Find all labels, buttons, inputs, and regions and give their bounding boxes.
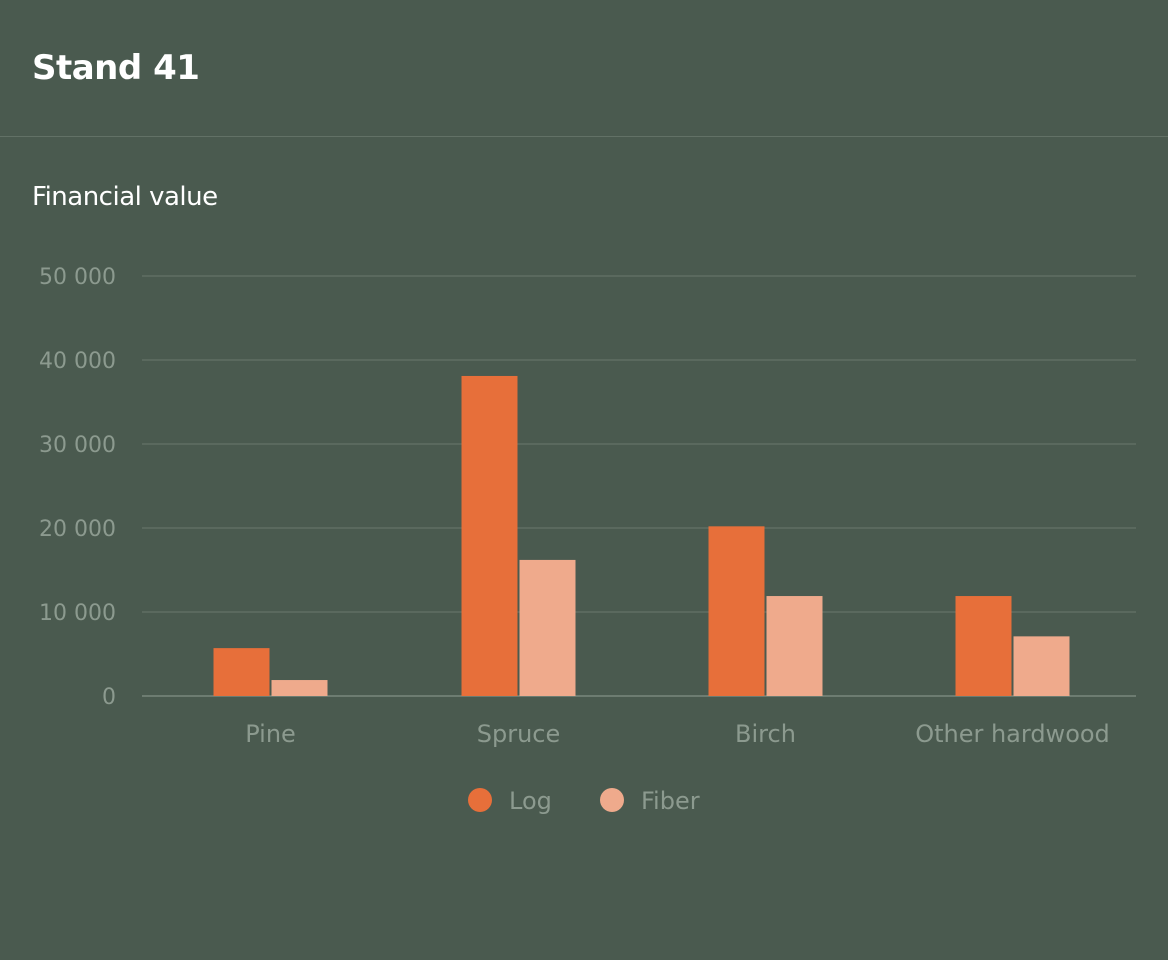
legend-marker-log bbox=[468, 788, 492, 812]
page-title: Stand 41 bbox=[32, 48, 200, 88]
y-tick-label: 30 000 bbox=[39, 433, 116, 458]
header-divider bbox=[0, 136, 1168, 137]
x-tick-label: Birch bbox=[735, 720, 796, 748]
legend-label: Fiber bbox=[641, 787, 700, 815]
bar-fiber bbox=[1013, 636, 1070, 696]
bar-log bbox=[461, 375, 518, 696]
chart-title: Financial value bbox=[32, 182, 218, 212]
x-tick-label: Pine bbox=[245, 720, 296, 748]
x-tick-label: Spruce bbox=[477, 720, 561, 748]
y-tick-label: 0 bbox=[102, 685, 116, 710]
y-tick-label: 10 000 bbox=[39, 601, 116, 626]
bar-log bbox=[708, 526, 765, 696]
y-tick-label: 20 000 bbox=[39, 517, 116, 542]
legend-marker-fiber bbox=[600, 788, 624, 812]
bar-fiber bbox=[271, 680, 328, 696]
bar-fiber bbox=[519, 559, 576, 696]
y-tick-label: 50 000 bbox=[39, 265, 116, 290]
bar-log bbox=[213, 648, 270, 696]
y-tick-label: 40 000 bbox=[39, 349, 116, 374]
x-tick-label: Other hardwood bbox=[915, 720, 1110, 748]
bar-log bbox=[955, 596, 1012, 696]
bar-fiber bbox=[766, 596, 823, 696]
legend-label: Log bbox=[509, 787, 552, 815]
